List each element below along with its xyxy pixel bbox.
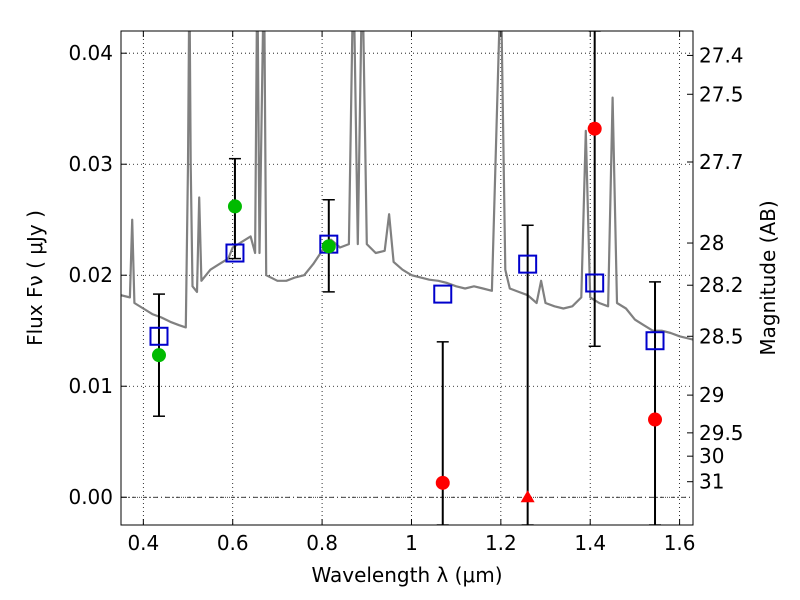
y-axis-ticks: 0.00 0.01 0.02 0.03 0.04 bbox=[68, 41, 127, 509]
x-tick-label: 1 bbox=[405, 531, 418, 555]
plot-area bbox=[121, 31, 693, 525]
y-tick-label: 0.04 bbox=[68, 41, 113, 65]
right-tick-label: 28.2 bbox=[699, 273, 744, 297]
right-tick-label: 27.4 bbox=[699, 43, 744, 67]
measured-flux-point bbox=[227, 199, 242, 214]
right-axis-label: Magnitude (AB) bbox=[756, 200, 780, 355]
measured-flux-point bbox=[435, 475, 450, 490]
y-tick-label: 0.01 bbox=[68, 374, 113, 398]
y-axis-label: Flux Fν ( μJy ) bbox=[23, 210, 47, 346]
x-tick-label: 1.6 bbox=[664, 531, 696, 555]
right-tick-label: 27.7 bbox=[699, 150, 744, 174]
y-tick-label: 0.00 bbox=[68, 485, 113, 509]
y-tick-label: 0.02 bbox=[68, 263, 113, 287]
model-photometry-point bbox=[585, 273, 605, 293]
model-photometry-point bbox=[433, 284, 453, 304]
model-photometry-point bbox=[518, 254, 538, 274]
x-tick-label: 1.2 bbox=[485, 531, 517, 555]
upper-limit-marker bbox=[520, 490, 535, 503]
right-tick-label: 30 bbox=[699, 444, 724, 468]
grid bbox=[121, 31, 693, 525]
measured-flux-point bbox=[321, 239, 336, 254]
right-tick-label: 27.5 bbox=[699, 82, 744, 106]
measured-flux-point bbox=[648, 412, 663, 427]
x-tick-label: 0.8 bbox=[306, 531, 338, 555]
y-tick-label: 0.03 bbox=[68, 152, 113, 176]
x-axis-label: Wavelength λ (μm) bbox=[311, 563, 502, 587]
sed-model-line bbox=[121, 31, 693, 341]
x-tick-label: 1.4 bbox=[574, 531, 606, 555]
right-tick-label: 31 bbox=[699, 470, 724, 494]
model-photometry-point bbox=[225, 243, 245, 263]
plot-frame bbox=[120, 30, 694, 526]
model-photometry-point bbox=[645, 331, 665, 351]
model-photometry-point bbox=[149, 326, 169, 346]
right-tick-label: 29.5 bbox=[699, 421, 744, 445]
measured-flux-point bbox=[587, 121, 602, 136]
x-tick-label: 0.6 bbox=[217, 531, 249, 555]
x-tick-label: 0.4 bbox=[127, 531, 159, 555]
right-tick-label: 29 bbox=[699, 383, 724, 407]
measured-flux-point bbox=[151, 348, 166, 363]
right-tick-label: 28 bbox=[699, 231, 724, 255]
x-axis-ticks: 0.4 0.6 0.8 1 1.2 1.4 1.6 bbox=[127, 31, 696, 555]
right-tick-label: 28.5 bbox=[699, 324, 744, 348]
